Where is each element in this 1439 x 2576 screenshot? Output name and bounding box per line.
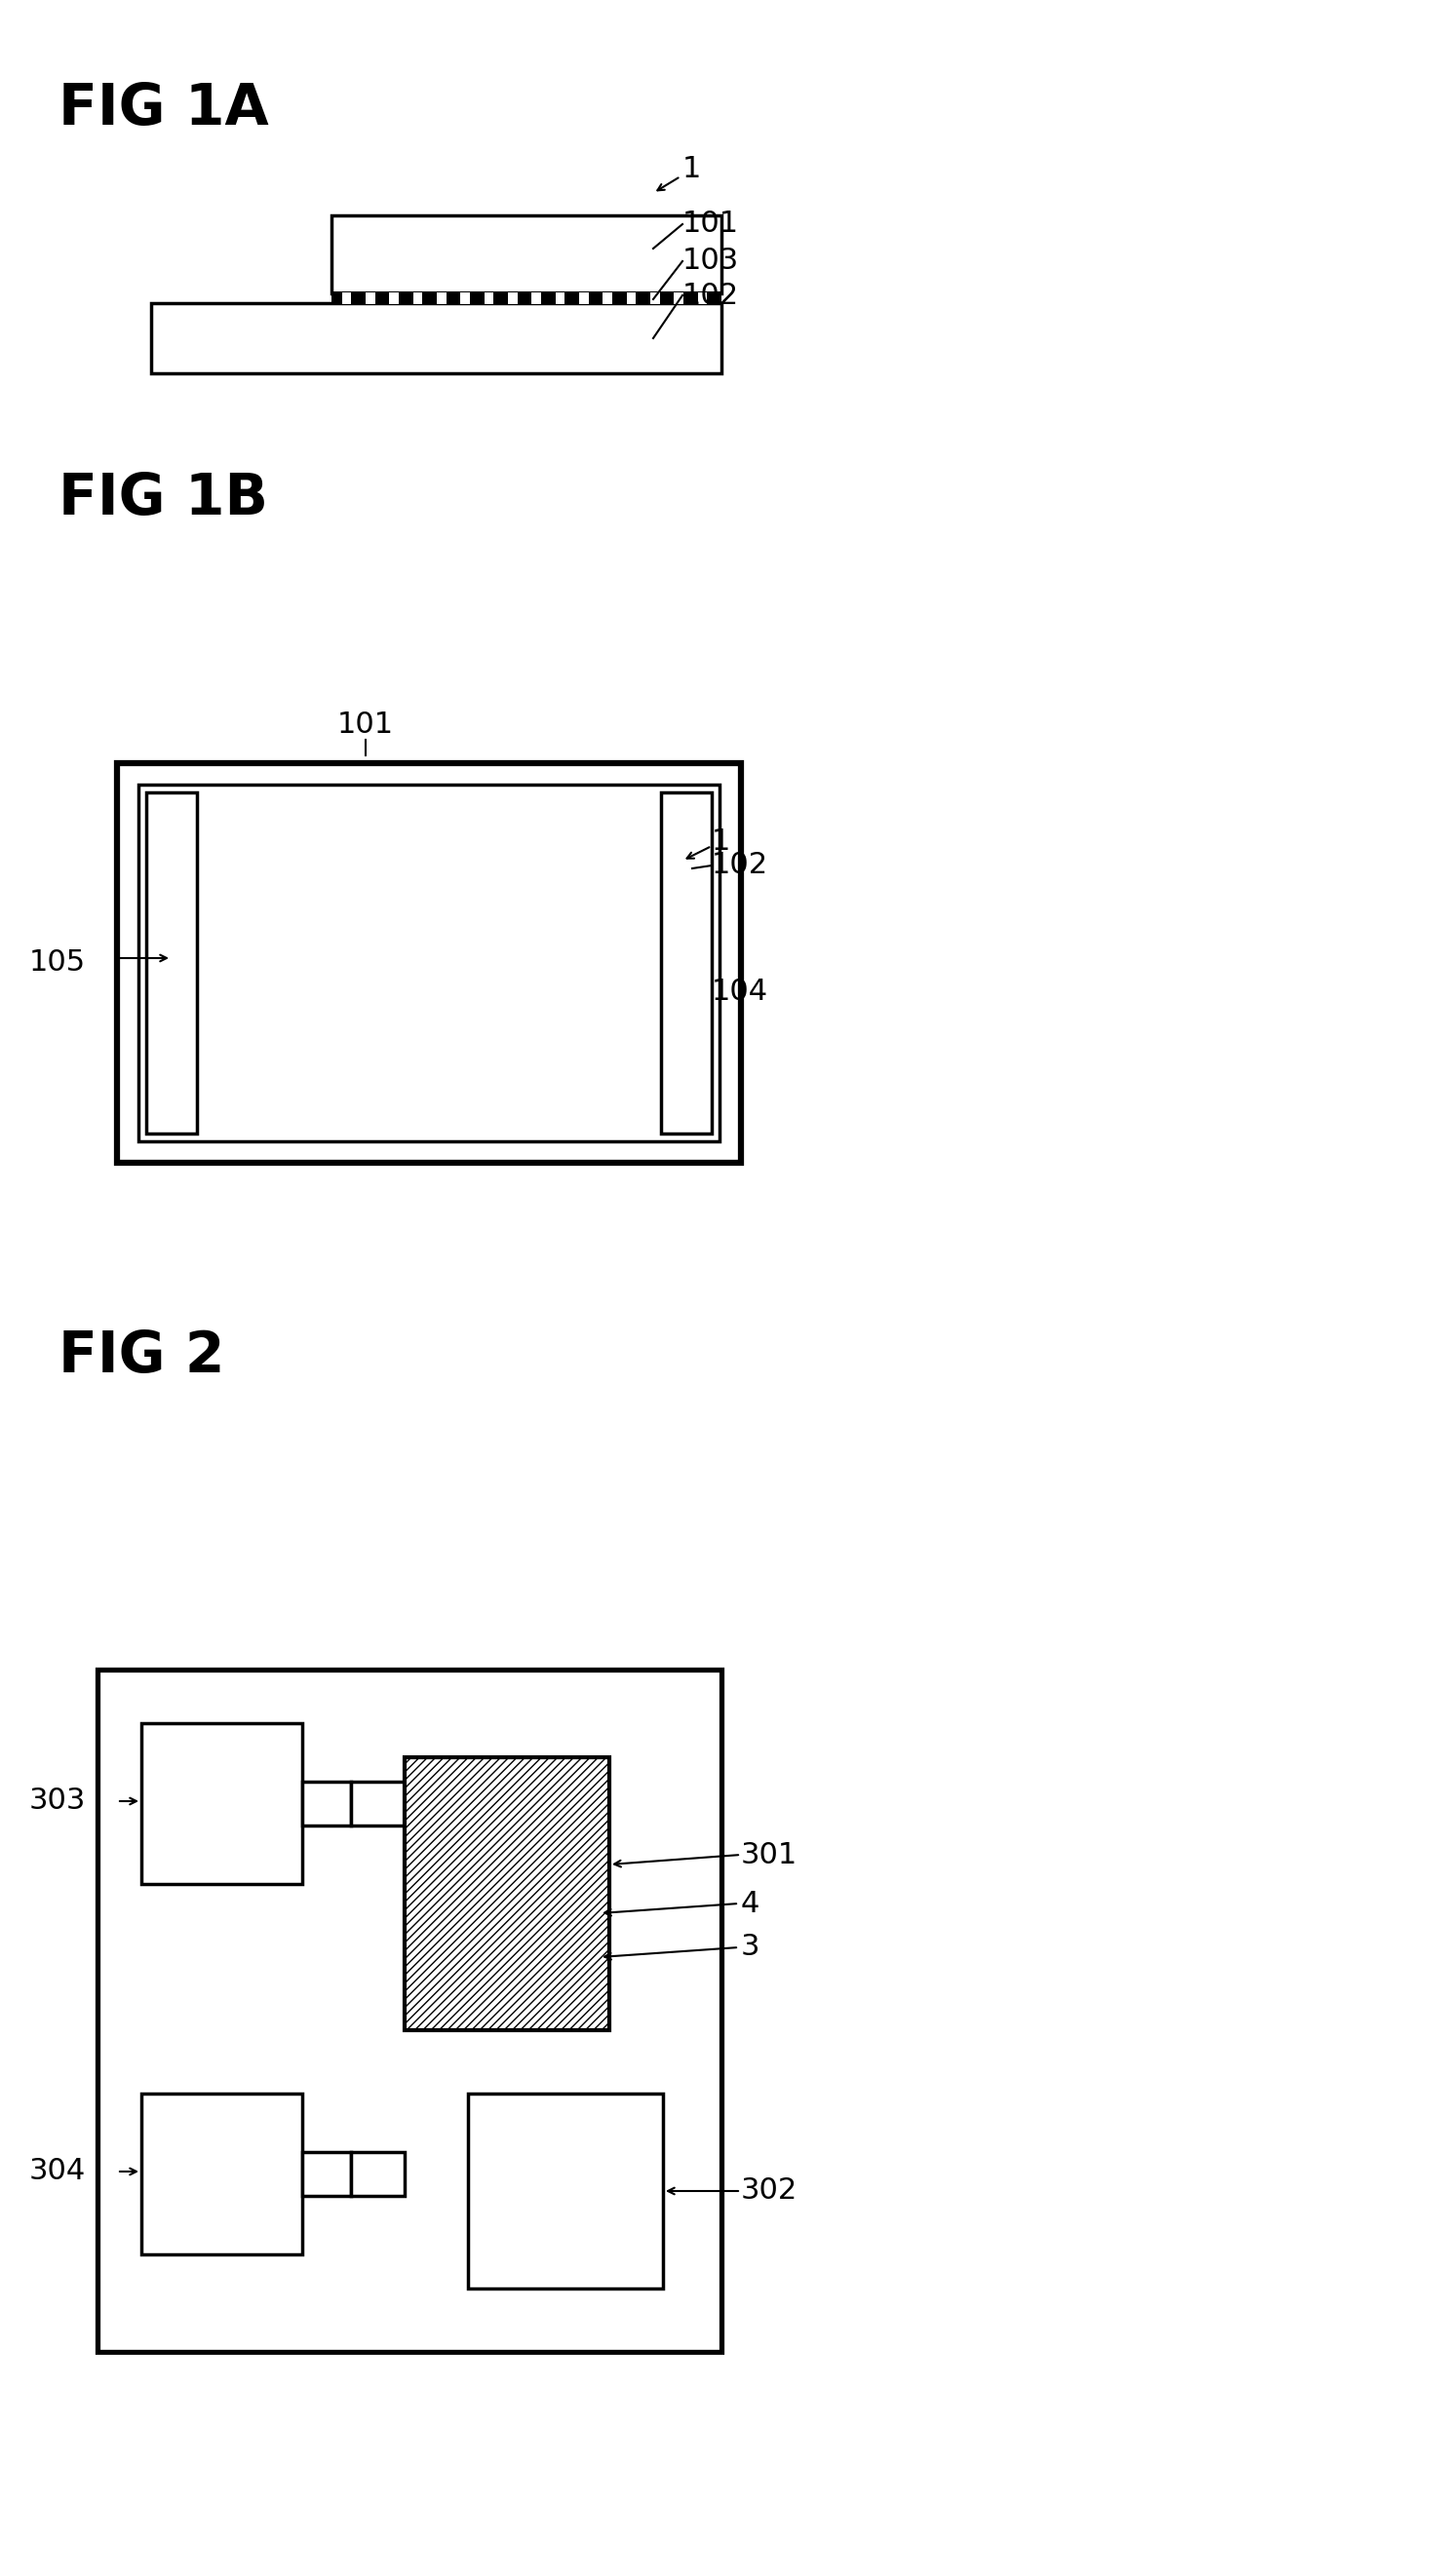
Bar <box>603 294 612 304</box>
Text: 104: 104 <box>712 979 768 1007</box>
Text: 4: 4 <box>741 1888 760 1917</box>
Bar <box>650 294 659 304</box>
Text: 3: 3 <box>741 1932 760 1960</box>
Text: 101: 101 <box>337 711 394 739</box>
Bar <box>468 2094 663 2287</box>
Text: 102: 102 <box>712 850 768 878</box>
Text: 303: 303 <box>29 1788 86 1816</box>
Text: 304: 304 <box>29 2156 86 2184</box>
Bar <box>626 294 636 304</box>
Bar <box>98 1669 721 2352</box>
Bar <box>508 294 517 304</box>
Bar <box>147 793 197 1133</box>
Bar <box>673 294 684 304</box>
Bar <box>117 762 741 1162</box>
Text: 105: 105 <box>29 948 86 976</box>
Bar <box>698 294 707 304</box>
Bar <box>302 2151 351 2195</box>
Bar <box>351 2151 404 2195</box>
Bar <box>141 1723 302 1883</box>
Text: 102: 102 <box>682 281 740 309</box>
Bar <box>404 1757 609 2030</box>
Text: 101: 101 <box>682 211 740 240</box>
Text: 301: 301 <box>741 1842 797 1870</box>
Bar <box>578 294 589 304</box>
Bar <box>390 294 399 304</box>
Bar <box>331 216 721 294</box>
Text: FIG 1B: FIG 1B <box>59 471 268 526</box>
Bar <box>531 294 541 304</box>
Bar <box>413 294 423 304</box>
Bar <box>302 1783 351 1826</box>
Text: FIG 2: FIG 2 <box>59 1329 224 1383</box>
Bar <box>138 786 720 1141</box>
Text: 302: 302 <box>741 2177 797 2205</box>
Bar <box>151 304 721 374</box>
Bar <box>484 294 494 304</box>
Text: 1: 1 <box>682 155 701 183</box>
Text: FIG 1A: FIG 1A <box>59 80 269 137</box>
Bar <box>331 291 721 304</box>
Bar <box>351 1783 404 1826</box>
Bar <box>342 294 351 304</box>
Bar <box>141 2094 302 2254</box>
Bar <box>436 294 446 304</box>
Text: 103: 103 <box>682 247 740 276</box>
Bar <box>366 294 376 304</box>
Bar <box>555 294 564 304</box>
Text: 1: 1 <box>712 827 731 855</box>
Bar <box>460 294 469 304</box>
Bar <box>661 793 712 1133</box>
